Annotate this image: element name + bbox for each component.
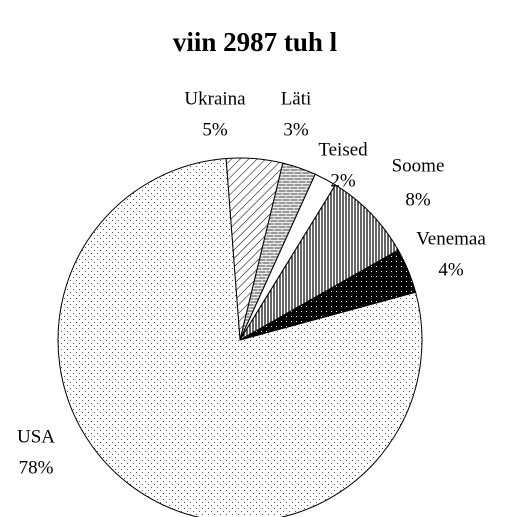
slice-label: Venemaa bbox=[416, 228, 486, 249]
slice-value-label: 8% bbox=[405, 189, 431, 210]
slice-label: Ukraina bbox=[184, 88, 246, 109]
slice-label: Läti bbox=[281, 88, 312, 109]
slice-label: USA bbox=[17, 426, 55, 447]
slice-label: Teised bbox=[318, 139, 368, 160]
pie-slice bbox=[239, 184, 399, 341]
slice-value-label: 78% bbox=[19, 457, 54, 478]
slice-label: Soome bbox=[392, 155, 445, 176]
slice-value-label: 4% bbox=[438, 259, 464, 280]
chart-title: viin 2987 tuh l bbox=[173, 27, 338, 57]
pie-slice bbox=[57, 157, 423, 517]
slice-value-label: 2% bbox=[330, 170, 356, 191]
slice-value-label: 5% bbox=[202, 119, 228, 140]
slice-value-label: 3% bbox=[283, 119, 309, 140]
